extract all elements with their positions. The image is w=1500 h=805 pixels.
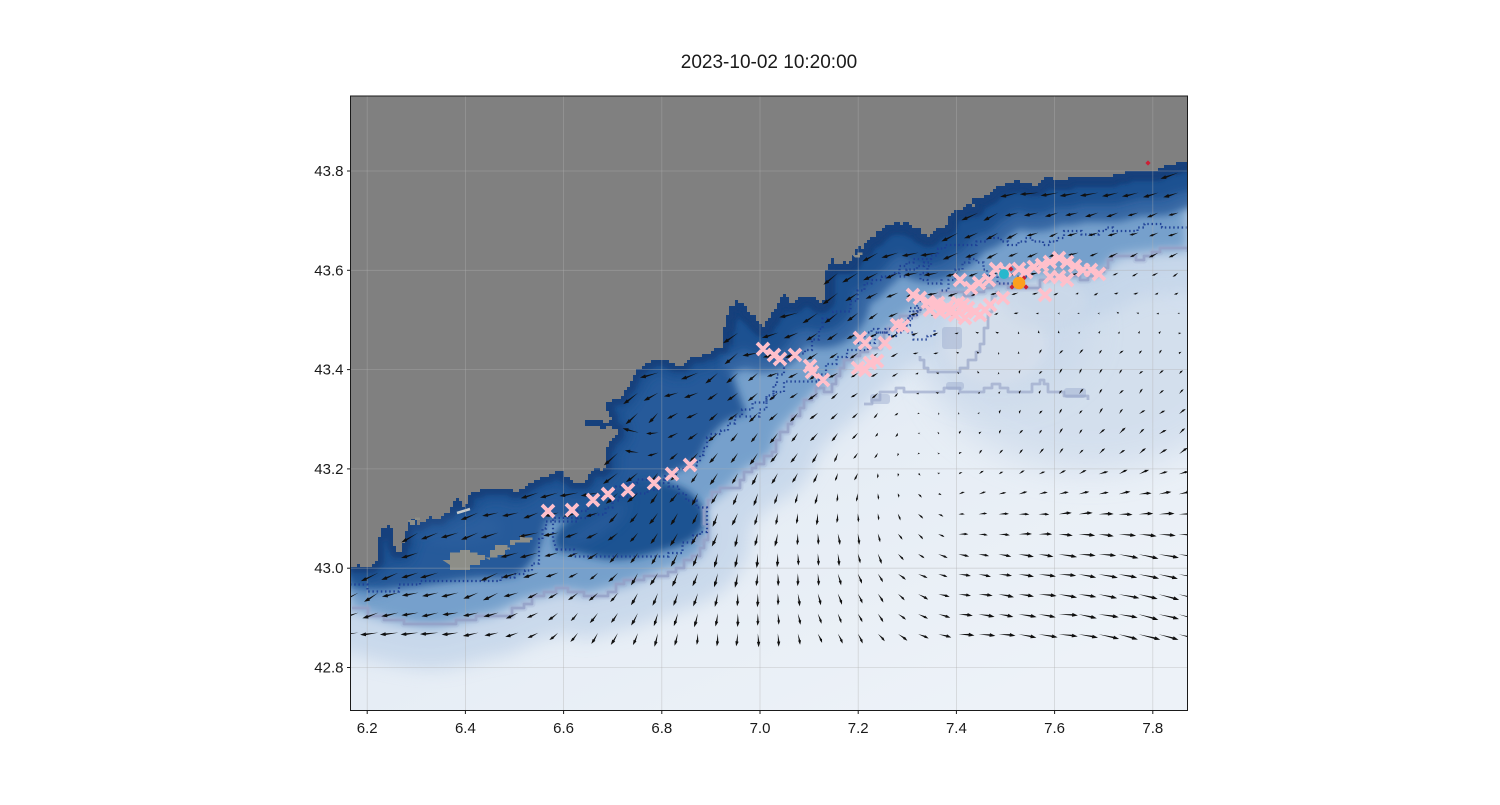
svg-text:42.8: 42.8 [314,660,343,677]
svg-text:43.0: 43.0 [314,560,343,577]
svg-text:6.8: 6.8 [651,720,672,737]
svg-text:6.2: 6.2 [357,720,378,737]
svg-text:43.8: 43.8 [314,163,343,180]
svg-text:6.6: 6.6 [553,720,574,737]
svg-text:7.4: 7.4 [946,720,967,737]
svg-text:7.0: 7.0 [750,720,771,737]
svg-text:43.4: 43.4 [314,362,343,379]
svg-text:7.6: 7.6 [1044,720,1065,737]
svg-text:6.4: 6.4 [455,720,476,737]
svg-text:43.6: 43.6 [314,262,343,279]
svg-text:43.2: 43.2 [314,461,343,478]
svg-text:7.8: 7.8 [1142,720,1163,737]
svg-text:7.2: 7.2 [848,720,869,737]
svg-text:2023-10-02 10:20:00: 2023-10-02 10:20:00 [681,52,857,73]
